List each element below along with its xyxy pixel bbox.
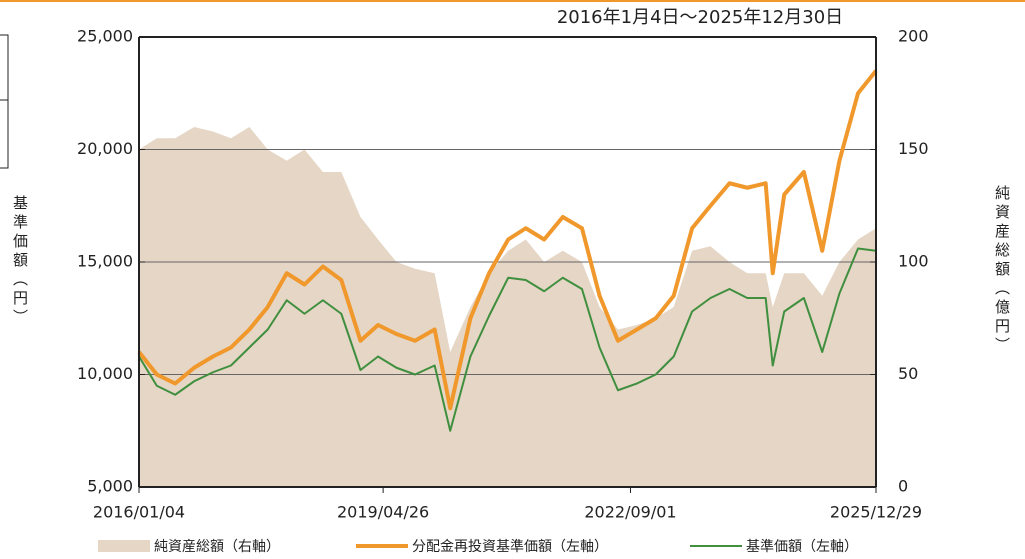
y-tick-label: 5,000: [87, 477, 133, 496]
y-tick-label: 10,000: [77, 364, 133, 383]
y2-tick-label: 100: [898, 252, 929, 271]
y2-tick-label: 150: [898, 139, 929, 158]
y-tick-label: 25,000: [77, 27, 133, 46]
y-tick-label: 20,000: [77, 139, 133, 158]
legend-label: 純資産総額（右軸）: [154, 539, 280, 555]
y-axis-label: 基準価額（円）: [11, 195, 29, 328]
y2-tick-label: 200: [898, 27, 929, 46]
line: [138, 247, 877, 432]
x-tick-label: 2025/12/29: [830, 503, 922, 522]
line: [137, 69, 878, 411]
x-tick-label: 2022/09/01: [584, 503, 676, 522]
legend-swatch: [98, 540, 150, 552]
area: [139, 127, 876, 487]
subtitle: 2016年1月4日～2025年12月30日: [557, 7, 843, 28]
x-tick-label: 2016/01/04: [93, 503, 185, 522]
legend-label: 分配金再投資基準価額（左軸）: [412, 538, 608, 555]
top-rule: [0, 0, 1025, 2]
y2-tick-label: 50: [898, 364, 918, 383]
x-tick-label: 2019/04/26: [337, 503, 429, 522]
y2-axis-label: 純資産総額（億円）: [993, 185, 1011, 356]
side-box: [0, 34, 9, 169]
legend-label: 基準価額（左軸）: [746, 538, 858, 555]
y-tick-label: 15,000: [77, 252, 133, 271]
y2-tick-label: 0: [898, 477, 908, 496]
